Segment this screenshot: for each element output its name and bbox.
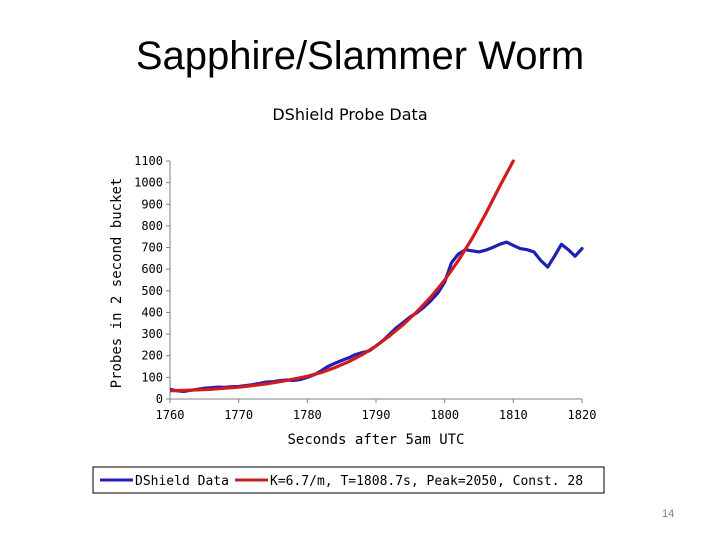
y-tick-label: 1000 bbox=[134, 176, 163, 190]
y-tick-label: 900 bbox=[141, 197, 163, 211]
y-tick-label: 400 bbox=[141, 305, 163, 319]
legend-box bbox=[92, 466, 605, 494]
legend-label-dshield-data: DShield Data bbox=[135, 474, 229, 489]
y-tick-label: 0 bbox=[156, 392, 163, 406]
y-tick-label: 300 bbox=[141, 327, 163, 341]
y-tick-label: 800 bbox=[141, 219, 163, 233]
chart-title: DShield Probe Data bbox=[272, 105, 427, 124]
y-tick-label: 600 bbox=[141, 262, 163, 276]
x-tick-label: 1790 bbox=[362, 408, 391, 422]
y-tick-label: 100 bbox=[141, 370, 163, 384]
x-tick-label: 1760 bbox=[156, 408, 185, 422]
x-tick-label: 1800 bbox=[430, 408, 459, 422]
y-tick-label: 500 bbox=[141, 284, 163, 298]
page-number: 14 bbox=[662, 508, 675, 520]
legend-label-model-fit: K=6.7/m, T=1808.7s, Peak=2050, Const. 28 bbox=[270, 474, 583, 489]
y-tick-label: 1100 bbox=[134, 154, 163, 168]
x-tick-label: 1820 bbox=[568, 408, 597, 422]
x-tick-label: 1770 bbox=[224, 408, 253, 422]
y-axis-title: Probes in 2 second bucket bbox=[109, 178, 125, 389]
slide-title: Sapphire/Slammer Worm bbox=[135, 34, 585, 78]
y-tick-label: 700 bbox=[141, 241, 163, 255]
plot-area: 0 100 200 300 400 500 600 700 800 900 1000 1100 1760… bbox=[134, 154, 596, 422]
x-tick-label: 1810 bbox=[499, 408, 528, 422]
y-tick-label: 200 bbox=[141, 349, 163, 363]
x-axis-title: Seconds after 5am UTC bbox=[287, 432, 464, 448]
x-tick-label: 1780 bbox=[293, 408, 322, 422]
series-line-dshield-data bbox=[170, 240, 584, 393]
legend: DShield Data K=6.7/m, T=1808.7s, Peak=20… bbox=[92, 466, 605, 494]
series-line-model-fit bbox=[170, 159, 515, 393]
